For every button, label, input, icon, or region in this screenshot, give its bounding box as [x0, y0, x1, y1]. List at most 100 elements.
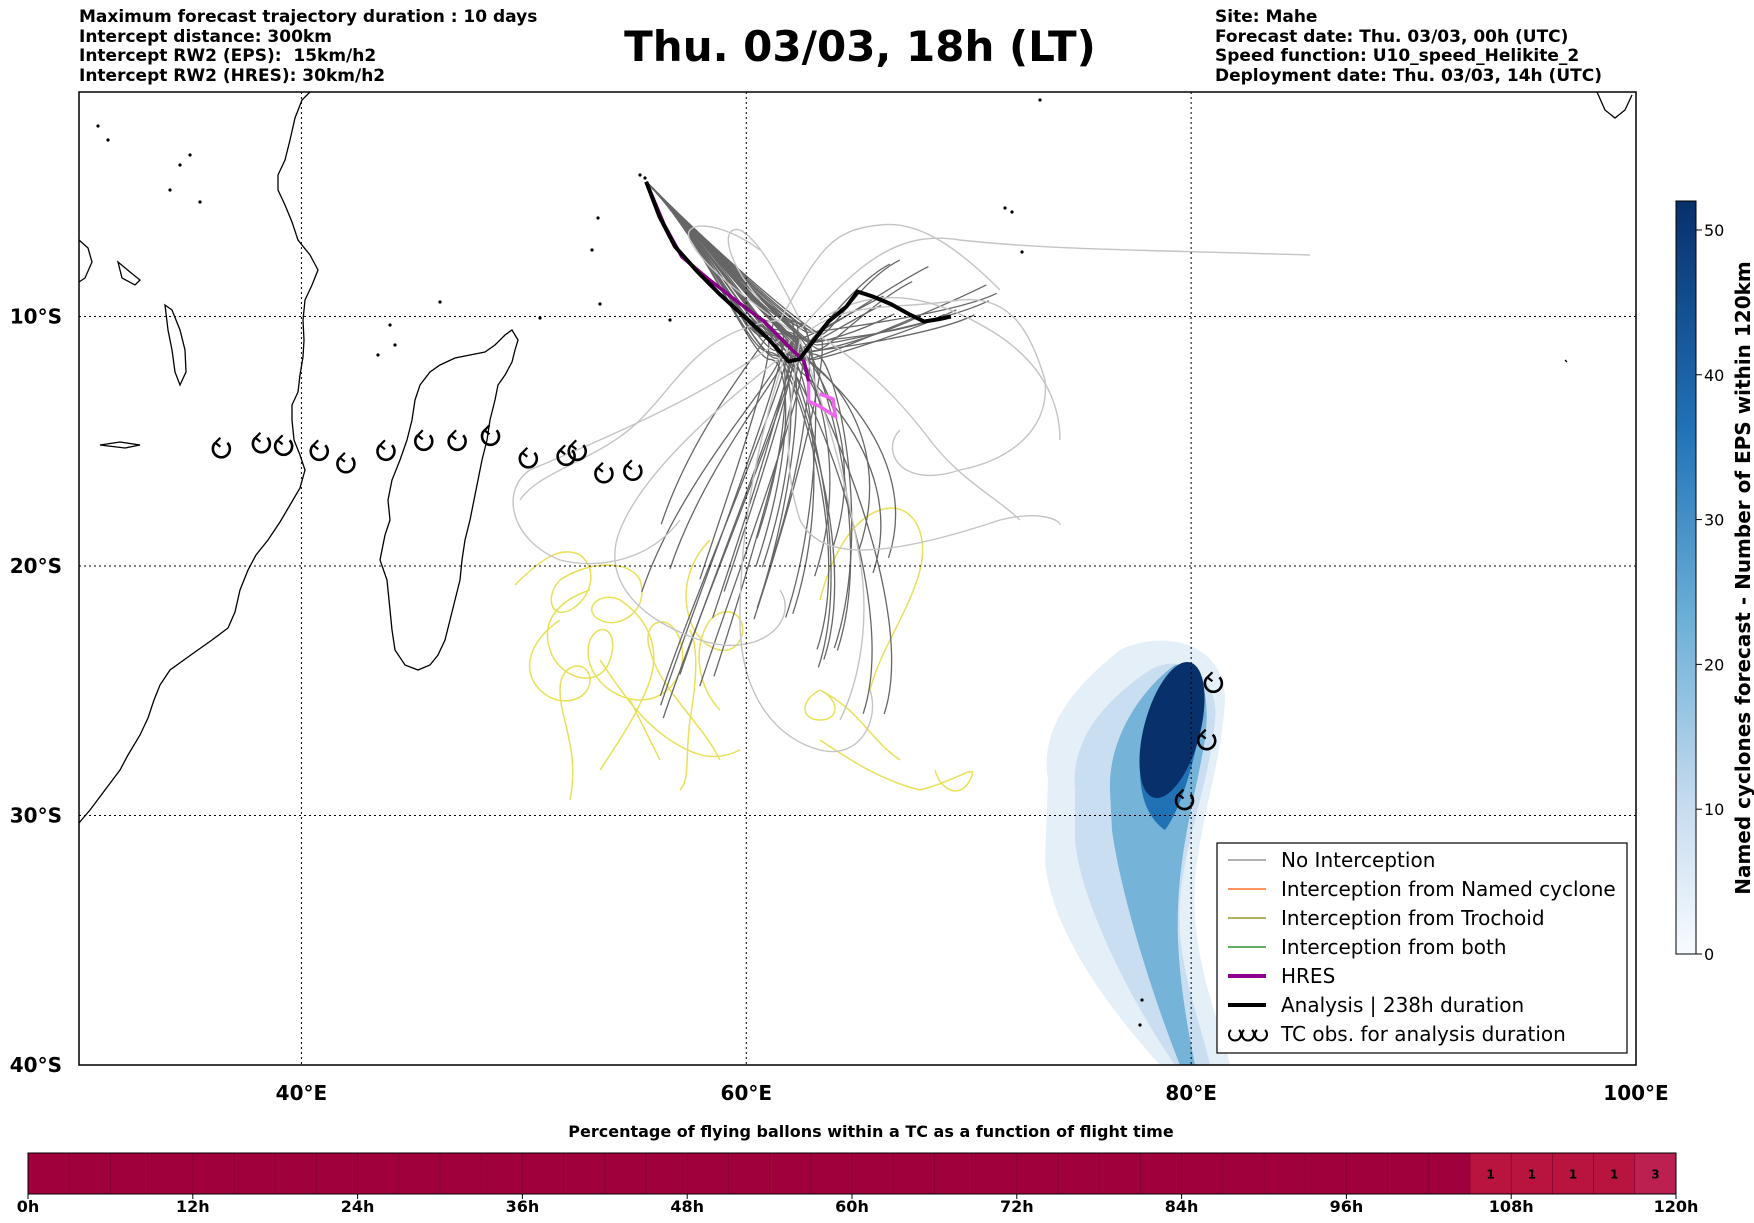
flight-bar-cell [604, 1153, 647, 1194]
flight-bar-cell [687, 1153, 729, 1194]
eps-track [645, 181, 882, 574]
island [538, 316, 542, 320]
header-line: Deployment date: Thu. 03/03, 14h (UTC) [1215, 65, 1602, 86]
island [198, 200, 202, 204]
header-right-info: Site: Mahe Forecast date: Thu. 03/03, 00… [1215, 7, 1602, 86]
colorbar: 0 10 20 30 40 50 Named cyclones forecast - Nu… [1675, 200, 1754, 964]
flight-bar-cell [440, 1153, 482, 1194]
tc-obs-arrow [339, 451, 346, 463]
tc-obs-arrow [276, 434, 284, 446]
island [643, 176, 647, 180]
tc-obs-arrow [597, 461, 604, 473]
eps-track-light [779, 223, 1001, 321]
header-line: Maximum forecast trajectory duration : 1… [79, 7, 538, 27]
island [668, 318, 672, 322]
flight-bar-cell [769, 1153, 812, 1194]
island [438, 300, 442, 304]
flight-bar-tick-label: 36h [506, 1197, 540, 1216]
eps-track [645, 181, 815, 615]
flight-bar-cell [728, 1153, 771, 1194]
tc-obs-icon [1228, 1029, 1242, 1042]
flight-bar-cell [398, 1153, 441, 1194]
tc-obs-icon [1203, 676, 1224, 694]
cyclone-density-field [1045, 640, 1230, 1065]
hres-track-tail [806, 381, 838, 420]
flight-bar-title: Percentage of flying ballons within a TC… [568, 1122, 1174, 1141]
flight-bar-cell [1346, 1153, 1389, 1194]
flight-bar-cell [522, 1153, 565, 1194]
tc-obs-arrow [312, 439, 320, 451]
lon-tick-label: 60°E [721, 1081, 773, 1105]
colorbar-tick-label: 30 [1704, 511, 1724, 530]
trochoid-tracks [514, 507, 974, 801]
map-frame [78, 91, 1637, 1066]
colorbar-strip [1675, 200, 1697, 955]
eps-track [645, 181, 957, 361]
flight-bar-tick-label: 108h [1489, 1197, 1534, 1216]
tc-obs-icon [309, 444, 330, 462]
tc-obs-icon [251, 436, 272, 454]
tc-obs-icon [336, 456, 356, 474]
header-left-info: Maximum forecast trajectory duration : 1… [79, 7, 538, 86]
flight-bar-cell [975, 1153, 1018, 1194]
lat-tick-label: 30°S [10, 804, 62, 828]
eps-track [645, 181, 975, 352]
lat-tick-label: 10°S [10, 305, 62, 329]
flight-bar-value: 1 [1486, 1168, 1494, 1182]
legend-label: Interception from Named cyclone [1281, 877, 1616, 901]
eps-track-light [787, 339, 1061, 551]
flight-bar-cell [357, 1153, 400, 1194]
tc-obs-icon [273, 439, 294, 457]
tc-obs-arrow [254, 431, 262, 443]
flight-bar-tick-label: 84h [1165, 1197, 1199, 1216]
island [598, 302, 602, 306]
island [638, 173, 642, 177]
tc-obs-arrow [521, 446, 529, 458]
tc-obs-arrow [416, 429, 424, 441]
flight-time-bar: Percentage of flying ballons within a TC… [17, 1122, 1699, 1216]
flight-bar-tick-label: 48h [670, 1197, 704, 1216]
island [1010, 210, 1014, 214]
eps-track-light [614, 349, 791, 646]
small-islands [96, 98, 1144, 1027]
tc-obs-arrow [483, 424, 491, 436]
tc-obs-icon [1241, 1029, 1255, 1042]
flight-bar-tick-label: 60h [835, 1197, 869, 1216]
tc-obs-arrow [570, 439, 578, 451]
flight-bar-tick-label: 96h [1330, 1197, 1364, 1216]
flight-bar-cell [234, 1153, 276, 1194]
eps-track-light [809, 298, 1047, 477]
tc-obs-icon [413, 434, 434, 452]
tc-obs-icon [211, 441, 232, 459]
legend-label: TC obs. for analysis duration [1280, 1022, 1566, 1046]
legend-label: No Interception [1281, 848, 1435, 872]
header-line: Intercept distance: 300km [79, 26, 332, 47]
colorbar-label: Named cyclones forecast - Number of EPS … [1731, 261, 1754, 895]
legend-label: Interception from Trochoid [1281, 906, 1545, 930]
flight-bar-value: 1 [1569, 1168, 1577, 1182]
island [1038, 98, 1042, 102]
flight-bar-cell [1058, 1153, 1100, 1194]
flight-bar-cell [1593, 1153, 1636, 1194]
header-line: Intercept RW2 (EPS): 15km/h2 [79, 46, 377, 66]
tc-obs-icon [594, 466, 614, 484]
island [1020, 250, 1024, 254]
flight-bar-cell [151, 1153, 194, 1194]
island [388, 323, 392, 327]
eps-track [645, 181, 998, 333]
flight-bar-cell [563, 1153, 606, 1194]
analysis-track [644, 181, 952, 364]
flight-bar-cell [1305, 1153, 1347, 1194]
tc-obs-arrow [1206, 671, 1214, 683]
flight-bar-cell [1634, 1153, 1677, 1194]
island [1140, 998, 1144, 1002]
tc-obs-icon [567, 444, 588, 462]
tc-obs-arrow [626, 459, 633, 471]
island [393, 343, 397, 347]
eps-track-light [739, 339, 874, 753]
flight-bar-cell [192, 1153, 235, 1194]
coastlines [79, 92, 1633, 824]
island [168, 188, 172, 192]
eps-track-light [819, 296, 1061, 441]
